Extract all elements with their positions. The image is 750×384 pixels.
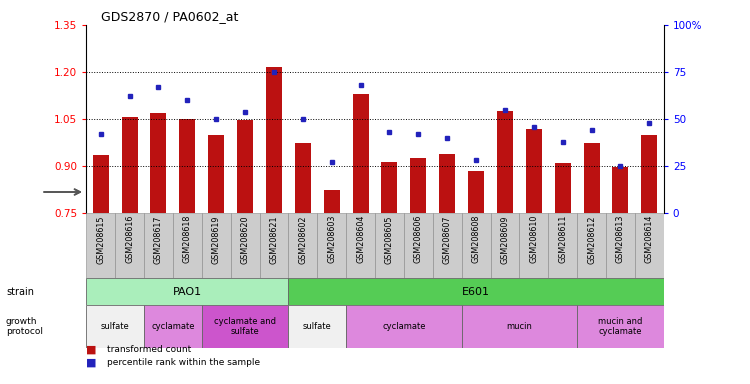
Text: GSM208605: GSM208605	[385, 215, 394, 263]
Bar	[346, 213, 375, 278]
Bar	[440, 154, 455, 213]
Bar	[86, 305, 144, 348]
Bar	[634, 213, 664, 278]
Text: GSM208610: GSM208610	[530, 215, 538, 263]
Bar	[237, 120, 253, 213]
Bar	[461, 213, 490, 278]
Text: GSM208621: GSM208621	[269, 215, 278, 263]
Text: GDS2870 / PA0602_at: GDS2870 / PA0602_at	[101, 10, 238, 23]
Bar	[86, 278, 288, 305]
Bar	[410, 158, 426, 213]
Bar	[606, 213, 634, 278]
Bar	[202, 305, 288, 348]
Bar	[144, 213, 172, 278]
Text: GSM208619: GSM208619	[211, 215, 220, 263]
Bar	[433, 213, 461, 278]
Text: GSM208606: GSM208606	[414, 215, 423, 263]
Text: strain: strain	[6, 287, 34, 297]
Text: GSM208609: GSM208609	[500, 215, 509, 263]
Bar	[519, 213, 548, 278]
Text: transformed count: transformed count	[107, 345, 191, 354]
Text: GSM208613: GSM208613	[616, 215, 625, 263]
Text: GSM208611: GSM208611	[558, 215, 567, 263]
Bar	[461, 305, 578, 348]
Text: GSM208604: GSM208604	[356, 215, 365, 263]
Bar	[555, 163, 571, 213]
Bar	[375, 213, 404, 278]
Bar	[122, 118, 137, 213]
Bar	[584, 142, 599, 213]
Bar	[202, 213, 231, 278]
Text: sulfate: sulfate	[303, 322, 332, 331]
Bar	[209, 135, 224, 213]
Bar	[151, 113, 166, 213]
Bar	[288, 213, 317, 278]
Text: cyclamate and
sulfate: cyclamate and sulfate	[214, 317, 276, 336]
Bar	[288, 305, 346, 348]
Bar	[382, 162, 398, 213]
Text: GSM208607: GSM208607	[442, 215, 452, 263]
Text: GSM208617: GSM208617	[154, 215, 163, 263]
Bar	[352, 94, 368, 213]
Bar	[641, 135, 657, 213]
Bar	[231, 213, 260, 278]
Bar	[490, 213, 519, 278]
Text: GSM208614: GSM208614	[645, 215, 654, 263]
Bar	[295, 142, 310, 213]
Bar	[346, 305, 461, 348]
Bar	[116, 213, 144, 278]
Text: sulfate: sulfate	[100, 322, 130, 331]
Bar	[317, 213, 346, 278]
Text: mucin and
cyclamate: mucin and cyclamate	[598, 317, 643, 336]
Text: GSM208608: GSM208608	[472, 215, 481, 263]
Text: E601: E601	[462, 287, 490, 297]
Text: GSM208616: GSM208616	[125, 215, 134, 263]
Bar	[526, 129, 542, 213]
Text: GSM208615: GSM208615	[96, 215, 105, 263]
Bar	[613, 167, 628, 213]
Text: PAO1: PAO1	[172, 287, 202, 297]
Text: GSM208602: GSM208602	[298, 215, 307, 263]
Text: ■: ■	[86, 358, 97, 368]
Bar	[288, 278, 664, 305]
Text: growth
protocol: growth protocol	[6, 317, 43, 336]
Bar	[93, 155, 109, 213]
Bar	[266, 67, 282, 213]
Bar	[497, 111, 513, 213]
Bar	[260, 213, 288, 278]
Text: GSM208618: GSM208618	[183, 215, 192, 263]
Text: cyclamate: cyclamate	[382, 322, 426, 331]
Text: ■: ■	[86, 344, 97, 354]
Bar	[179, 119, 195, 213]
Bar	[86, 213, 116, 278]
Bar	[404, 213, 433, 278]
Text: percentile rank within the sample: percentile rank within the sample	[107, 358, 260, 367]
Bar	[172, 213, 202, 278]
Text: mucin: mucin	[506, 322, 532, 331]
Bar	[144, 305, 202, 348]
Bar	[324, 190, 340, 213]
Bar	[578, 213, 606, 278]
Bar	[548, 213, 578, 278]
Text: GSM208620: GSM208620	[241, 215, 250, 263]
Text: cyclamate: cyclamate	[151, 322, 195, 331]
Bar	[468, 171, 484, 213]
Text: GSM208612: GSM208612	[587, 215, 596, 263]
Bar	[578, 305, 664, 348]
Text: GSM208603: GSM208603	[327, 215, 336, 263]
